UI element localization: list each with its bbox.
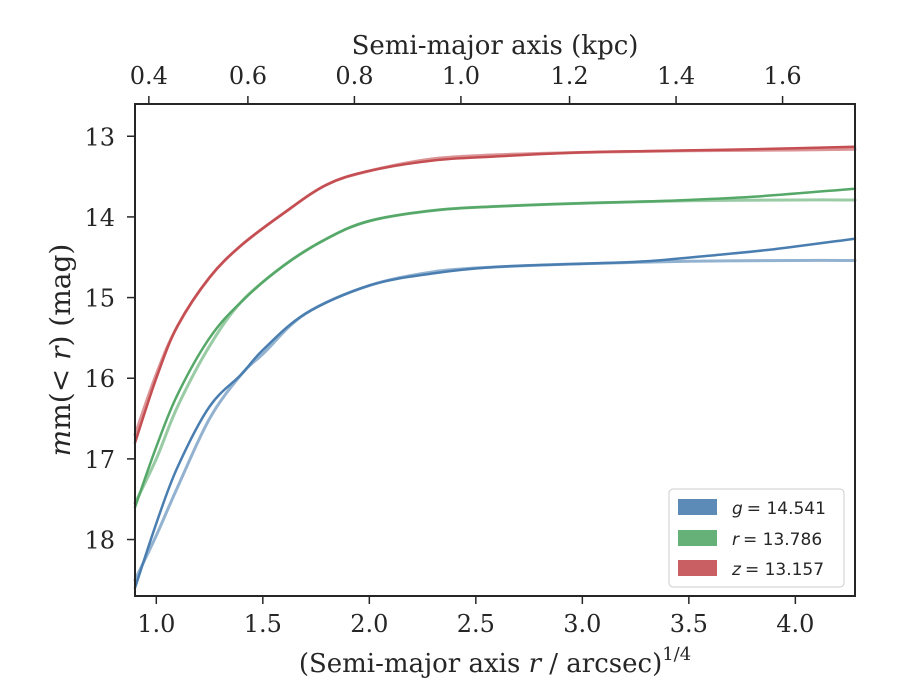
plot-frame <box>134 103 856 597</box>
x-tick-label: 3.0 <box>563 610 601 638</box>
y-tick-label: 16 <box>84 365 115 393</box>
legend-label-z: z = 13.157 <box>731 560 824 580</box>
x2-tick-label: 0.6 <box>229 62 267 90</box>
y-axis-title: mm(< r) (mag) <box>44 244 77 457</box>
x-tick-label: 2.5 <box>457 610 495 638</box>
x-tick-label: 2.0 <box>350 610 388 638</box>
x2-tick-label: 1.6 <box>763 62 801 90</box>
legend-swatch-r <box>678 530 717 546</box>
x2-axis-title: Semi-major axis (kpc) <box>352 31 639 61</box>
x-tick-label: 4.0 <box>776 610 814 638</box>
data-line-z <box>133 145 857 445</box>
legend: g = 14.541 r = 13.786 z = 13.157 <box>668 488 845 588</box>
legend-swatch-z <box>678 560 717 576</box>
x2-tick-label: 1.0 <box>442 62 480 90</box>
x-tick-label: 1.5 <box>244 610 282 638</box>
series-layer <box>133 145 857 590</box>
x2-tick-label: 1.2 <box>550 62 588 90</box>
legend-swatch-g <box>678 499 717 515</box>
data-line-r <box>133 187 857 509</box>
legend-label-r: r = 13.786 <box>732 530 822 550</box>
x2-tick-label: 0.4 <box>130 62 168 90</box>
model-line-z <box>133 147 857 437</box>
y-tick-label: 15 <box>84 285 115 313</box>
y-tick-label: 13 <box>84 123 115 151</box>
x-tick-label: 3.5 <box>670 610 708 638</box>
x-tick-label: 1.0 <box>137 610 175 638</box>
x2-tick-label: 0.8 <box>335 62 373 90</box>
y-tick-label: 18 <box>84 527 115 555</box>
y-tick-label: 17 <box>84 446 115 474</box>
ticks-layer: 1.0 1.5 2.0 2.5 3.0 3.5 4.0 0.4 0.6 0.8 1.0 1.2 1.4 1… <box>84 62 814 638</box>
x-axis-title: (Semi-major axis r / arcsec)1/4 <box>299 644 691 679</box>
legend-label-g: g = 14.541 <box>732 499 826 519</box>
y-tick-label: 14 <box>84 204 115 232</box>
x2-tick-label: 1.4 <box>657 62 695 90</box>
data-line-g <box>133 237 857 590</box>
